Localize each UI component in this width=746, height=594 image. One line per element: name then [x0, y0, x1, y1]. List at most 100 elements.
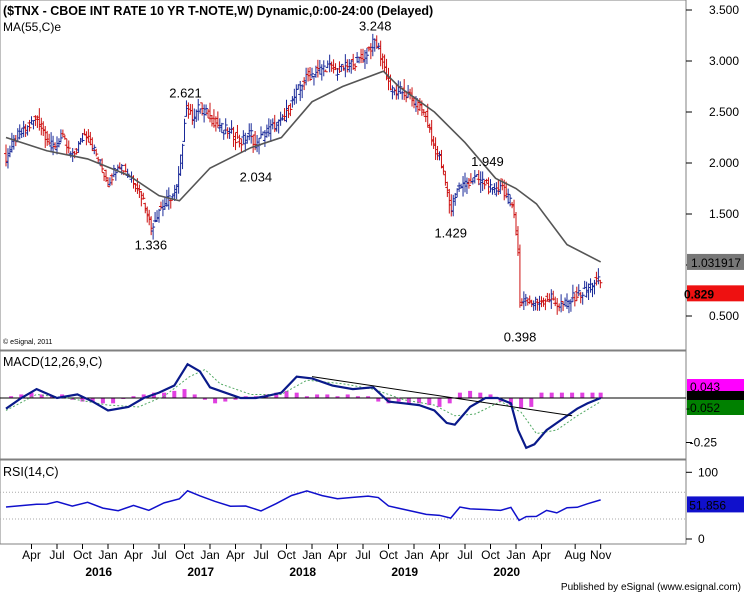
x-month-label: Oct: [175, 548, 194, 562]
x-month-label: Jan: [302, 548, 321, 562]
rsi-y-tick-label: 0: [698, 532, 705, 546]
macd-histogram-bar: [111, 398, 116, 404]
rsi-value-box: [687, 496, 744, 513]
last-ma-value: 1.031917: [691, 256, 741, 270]
macd-histogram-bar: [406, 398, 411, 404]
macd-histogram-bar: [468, 390, 473, 398]
chart-title: ($TNX - CBOE INT RATE 10 YR T-NOTE,W) Dy…: [3, 4, 433, 18]
price-annotation: 2.621: [169, 86, 202, 101]
price-annotation: 1.949: [471, 154, 504, 169]
macd-histogram-bar: [417, 398, 422, 404]
macd-histogram-bar: [559, 392, 564, 398]
x-month-label: Apr: [226, 548, 245, 562]
macd-value-text: 0.043: [690, 380, 720, 394]
macd-histogram-bar: [590, 392, 595, 398]
macd-histogram-bar: [519, 398, 524, 409]
price-annotation: 1.429: [434, 225, 467, 240]
price-y-tick-label: 2.500: [709, 105, 739, 119]
macd-histogram-bar: [49, 396, 54, 398]
price-y-tick-label: 3.500: [709, 3, 739, 17]
macd-histogram-bar: [549, 392, 554, 398]
price-annotation: 1.336: [135, 238, 168, 253]
rsi-layer: [0, 489, 686, 522]
macd-y-tick-label: -0.25: [690, 436, 718, 450]
macd-histogram-bar: [274, 392, 279, 398]
macd-histogram-bar: [182, 389, 187, 398]
macd-histogram-bar: [580, 392, 585, 398]
macd-layer: [0, 362, 686, 450]
macd-histogram-bar: [304, 396, 309, 398]
x-month-label: Apr: [430, 548, 449, 562]
macd-histogram-bar: [478, 392, 483, 398]
macd-value-box: [687, 400, 744, 415]
last-ma-box: [687, 253, 744, 270]
macd-histogram-bar: [141, 394, 146, 398]
price-y-tick-label: 2.000: [709, 156, 739, 170]
rsi-value-text: 51.856: [689, 498, 726, 512]
price-y-tick-label: 0.500: [709, 309, 739, 323]
x-year-label: 2016: [85, 565, 112, 579]
macd-histogram-bar: [376, 398, 381, 402]
axis-layer: 3.5003.0002.5002.0001.5001.0000.5001.031…: [22, 3, 744, 579]
rsi-y-tick-label: 100: [698, 465, 718, 479]
macd-histogram-bar: [223, 398, 228, 402]
macd-histogram-bar: [529, 398, 534, 407]
x-month-label: Jan: [200, 548, 219, 562]
x-month-label: Oct: [277, 548, 296, 562]
macd-histogram-bar: [437, 398, 442, 407]
macd-histogram-bar: [172, 390, 177, 398]
macd-histogram-bar: [100, 398, 105, 404]
macd-histogram-bar: [284, 390, 289, 398]
x-year-label: 2018: [289, 565, 316, 579]
price-y-tick-label: 3.000: [709, 54, 739, 68]
x-month-label: Jul: [457, 548, 472, 562]
macd-histogram-bar: [427, 398, 432, 406]
macd-histogram-bar: [570, 392, 575, 398]
x-year-label: 2017: [187, 565, 214, 579]
ma55-line: [5, 70, 602, 263]
price-layer: 2.621 2.034 1.336 3.248 1.429 1.949 0.398: [4, 18, 603, 344]
macd-histogram-bar: [315, 394, 320, 398]
macd-histogram-bar: [29, 392, 34, 398]
macd-histogram-bar: [9, 396, 14, 398]
macd-histogram-bar: [598, 392, 603, 398]
esignal-watermark: © eSignal, 2011: [3, 338, 53, 346]
macd-histogram-bar: [70, 398, 75, 400]
macd-trendline: [311, 376, 573, 417]
x-month-label: Jul: [151, 548, 166, 562]
macd-histogram-bar: [213, 398, 218, 404]
macd-histogram-bar: [90, 398, 95, 402]
macd-histogram-bar: [366, 396, 371, 398]
last-price-box: [687, 285, 744, 302]
macd-value-text: -0.052: [686, 401, 720, 415]
macd-title: MACD(12,26,9,C): [3, 355, 102, 369]
macd-histogram-bar: [335, 396, 340, 398]
x-month-label: Jul: [49, 548, 64, 562]
last-price-value: 0.829: [684, 287, 714, 301]
price-y-tick-label: 1.500: [709, 207, 739, 221]
x-month-label: Aug: [564, 548, 585, 562]
macd-histogram-bar: [294, 392, 299, 398]
macd-histogram-bar: [508, 398, 513, 406]
macd-histogram-bar: [19, 394, 24, 398]
ma-indicator-label: MA(55,C)e: [3, 20, 61, 34]
x-month-label: Apr: [124, 548, 143, 562]
x-month-label: Oct: [379, 548, 398, 562]
x-month-label: Jan: [506, 548, 525, 562]
macd-histogram-bar: [539, 392, 544, 398]
price-annotation: 2.034: [240, 169, 273, 184]
x-month-label: Jul: [253, 548, 268, 562]
x-month-label: Oct: [73, 548, 92, 562]
x-month-label: Apr: [328, 548, 347, 562]
publisher-footer: Published by eSignal (www.esignal.com): [561, 582, 741, 593]
x-year-label: 2020: [493, 565, 520, 579]
macd-histogram-bar: [355, 396, 360, 398]
x-month-label: Jan: [404, 548, 423, 562]
macd-histogram-bar: [488, 394, 493, 398]
macd-histogram-bar: [233, 398, 238, 400]
x-month-label: Jan: [98, 548, 117, 562]
price-annotation: 0.398: [504, 329, 537, 344]
x-month-label: Apr: [22, 548, 41, 562]
macd-histogram-bar: [457, 392, 462, 398]
